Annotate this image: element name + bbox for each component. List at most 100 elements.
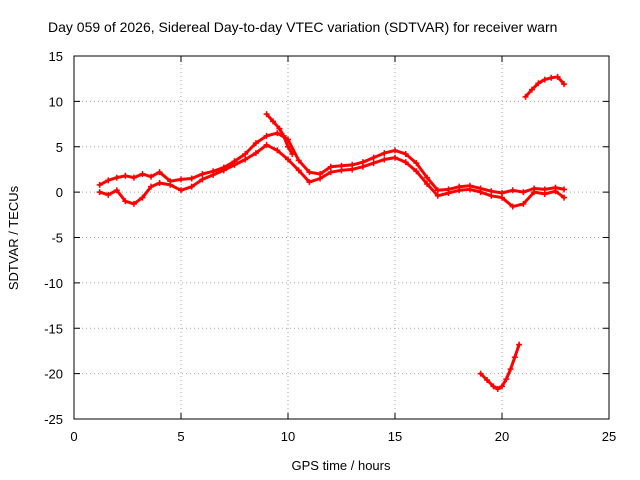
data-point (413, 160, 420, 167)
x-tick-label: 0 (70, 429, 77, 444)
series-1 (96, 141, 568, 210)
data-point (263, 141, 270, 148)
data-point (520, 200, 527, 207)
series-2 (263, 111, 296, 158)
data-point (509, 187, 516, 194)
y-tick-label: 0 (56, 185, 63, 200)
data-point (552, 188, 559, 195)
data-point (522, 93, 529, 100)
series-3 (522, 73, 568, 100)
data-point (252, 150, 259, 157)
data-point (148, 173, 155, 180)
data-point (511, 354, 518, 361)
data-point (139, 170, 146, 177)
data-point (531, 189, 538, 196)
y-tick-label: -20 (44, 367, 63, 382)
data-point (488, 192, 495, 199)
data-point (349, 166, 356, 173)
data-point (503, 376, 510, 383)
y-tick-label: -15 (44, 321, 63, 336)
data-point (434, 192, 441, 199)
x-axis-label: GPS time / hours (292, 458, 391, 473)
data-point (242, 151, 249, 158)
tick-layer: 0 5 10 15 20 25 -25 -20 -15 -10 -5 0 5 10 15 (44, 49, 616, 444)
data-point (199, 176, 206, 183)
y-tick-label: -25 (44, 412, 63, 427)
data-point (456, 187, 463, 194)
y-tick-label: 15 (49, 49, 63, 64)
x-tick-label: 15 (388, 429, 402, 444)
data-point (359, 163, 366, 170)
data-point (520, 189, 527, 196)
series-4 (477, 341, 523, 393)
data-point (402, 159, 409, 166)
y-tick-label: 10 (49, 94, 63, 109)
data-point (199, 170, 206, 177)
data-point (434, 187, 441, 194)
data-point (477, 370, 484, 377)
data-point (270, 118, 277, 125)
data-point (105, 177, 112, 184)
data-point (285, 143, 291, 150)
data-point (289, 151, 296, 158)
data-point (445, 190, 452, 197)
data-point (554, 73, 561, 80)
chart-title: Day 059 of 2026, Sidereal Day-to-day VTE… (48, 19, 557, 35)
data-point (105, 191, 112, 198)
data-point (370, 160, 377, 167)
x-tick-label: 25 (602, 429, 616, 444)
data-point (490, 383, 497, 390)
data-point (535, 80, 542, 87)
data-point (466, 186, 473, 193)
data-point (509, 203, 516, 210)
data-point (477, 189, 484, 196)
data-point (402, 151, 409, 158)
data-point (220, 167, 227, 174)
data-point (122, 172, 129, 179)
data-point (295, 157, 302, 164)
data-point (178, 187, 184, 194)
data-point (122, 198, 129, 205)
x-tick-label: 10 (281, 429, 295, 444)
data-point (263, 111, 270, 118)
data-point (280, 132, 287, 139)
data-point (156, 180, 163, 187)
data-point (381, 156, 388, 163)
data-point (528, 86, 535, 93)
data-point (548, 74, 555, 81)
data-point (139, 194, 146, 201)
data-point (295, 167, 302, 174)
data-point (392, 147, 398, 154)
data-point (156, 169, 163, 176)
y-tick-label: -5 (51, 231, 63, 246)
data-point (263, 132, 270, 139)
data-point (484, 376, 491, 383)
data-point (541, 190, 548, 197)
data-point (561, 81, 568, 88)
data-point (561, 194, 568, 201)
data-point (188, 183, 195, 190)
data-point (370, 154, 377, 161)
data-point (338, 167, 345, 174)
data-point (392, 154, 398, 161)
data-point (541, 76, 548, 83)
grid-layer (74, 56, 609, 419)
data-point (499, 383, 505, 390)
series-layer (96, 73, 568, 393)
y-tick-label: 5 (56, 140, 63, 155)
data-point (113, 187, 120, 194)
data-point (499, 194, 505, 201)
data-point (381, 150, 388, 157)
data-point (188, 175, 195, 182)
data-point (130, 174, 137, 181)
data-point (424, 174, 431, 181)
data-point (561, 186, 568, 193)
y-axis-label: SDTVAR / TECUs (6, 185, 21, 290)
series-0 (96, 130, 568, 197)
data-point (413, 168, 420, 175)
data-point (274, 147, 281, 154)
plot-frame (73, 55, 610, 420)
data-point (252, 140, 259, 147)
data-point (306, 179, 313, 186)
data-point (285, 156, 291, 163)
